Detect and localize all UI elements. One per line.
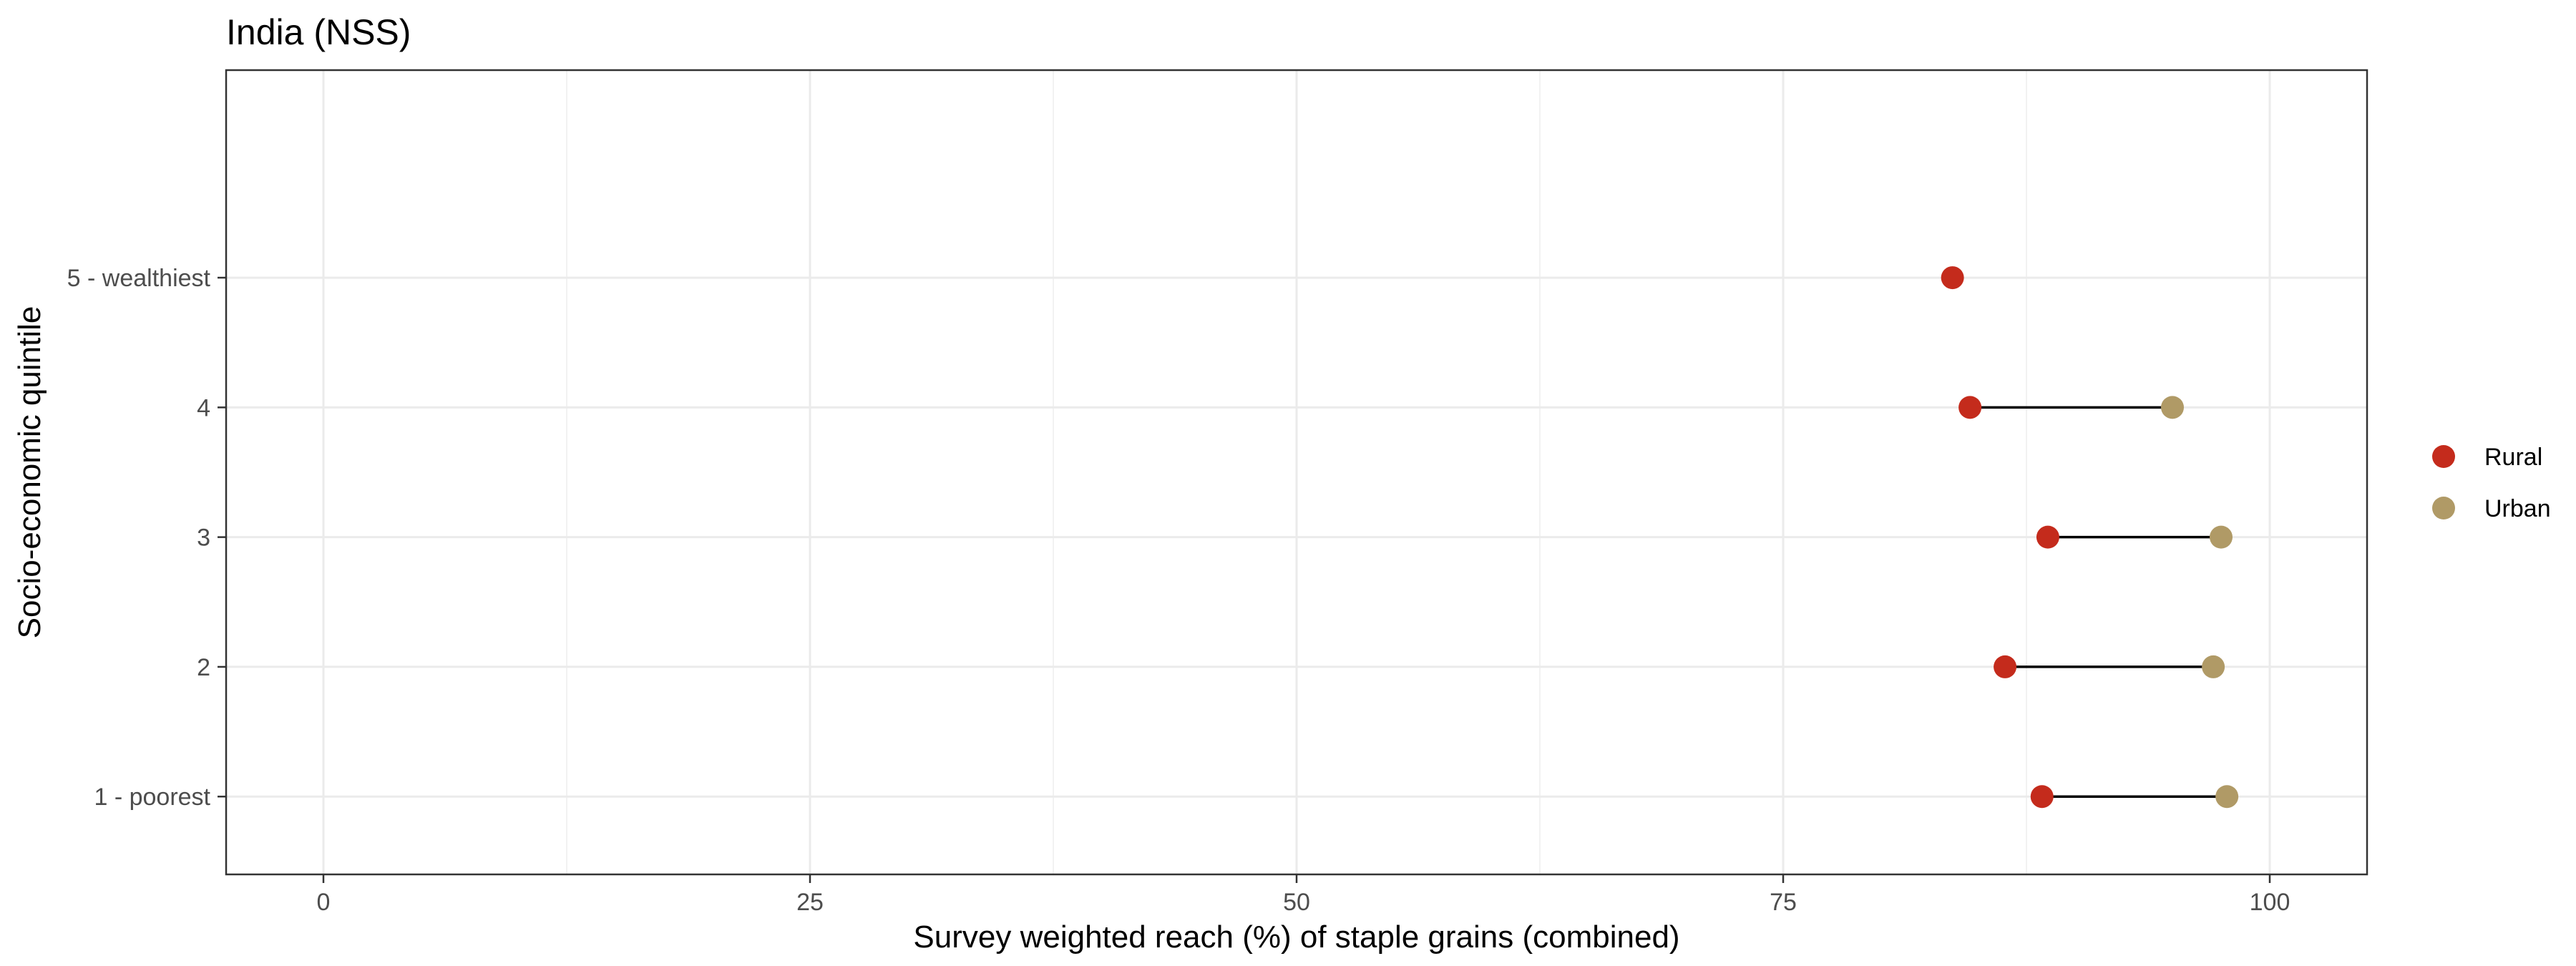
rural-point <box>2036 525 2059 549</box>
urban-point <box>2210 525 2233 549</box>
y-tick-label: 5 - wealthiest <box>67 265 211 292</box>
urban-point <box>2215 785 2239 809</box>
x-tick-label: 25 <box>796 889 824 916</box>
rural-point <box>1994 655 2017 678</box>
x-tick-label: 100 <box>2250 889 2290 916</box>
x-tick-label: 75 <box>1770 889 1797 916</box>
connector-layer <box>1970 406 2228 798</box>
y-tick-label: 4 <box>197 394 210 421</box>
rural-point <box>2030 785 2054 809</box>
rural-point <box>1941 266 1964 290</box>
y-tick-label: 2 <box>197 654 210 681</box>
legend-key-urban <box>2432 497 2455 519</box>
legend-key-rural <box>2432 445 2455 468</box>
chart-title: India (NSS) <box>226 12 411 52</box>
legend-label-urban: Urban <box>2484 495 2551 522</box>
rural-point <box>1958 396 1982 419</box>
y-axis: 1 - poorest 2 3 4 5 - wealthiest <box>67 265 226 811</box>
urban-point <box>2202 655 2225 678</box>
point-layer <box>1941 266 2239 809</box>
x-tick-label: 0 <box>317 889 331 916</box>
x-tick-label: 50 <box>1283 889 1310 916</box>
y-tick-label: 1 - poorest <box>94 784 210 811</box>
y-axis-title: Socio-economic quintile <box>12 306 47 639</box>
x-axis: 0 25 50 75 100 <box>317 874 2290 916</box>
grid-layer <box>226 70 2367 874</box>
legend: Rural Urban <box>2432 444 2551 522</box>
urban-point <box>2161 396 2184 419</box>
x-axis-title: Survey weighted reach (%) of staple grai… <box>913 919 1679 955</box>
legend-label-rural: Rural <box>2484 444 2542 471</box>
y-tick-label: 3 <box>197 525 210 552</box>
